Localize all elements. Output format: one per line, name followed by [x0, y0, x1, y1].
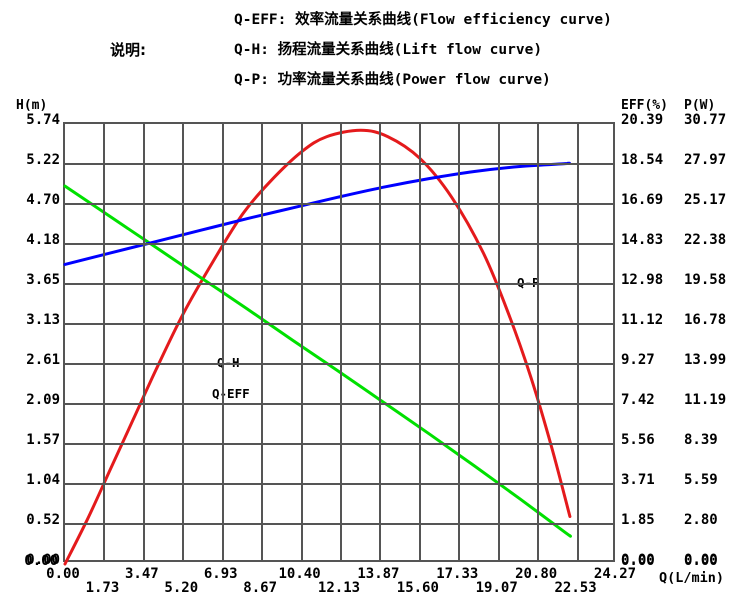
y-axis-left-tick-label: 0.52 — [26, 512, 60, 528]
gridline-horizontal — [65, 363, 613, 365]
y-axis-right-power-tick-label: 30.77 — [684, 112, 727, 128]
gridline-vertical — [340, 124, 342, 560]
gridline-vertical — [418, 124, 421, 560]
y-axis-right-efficiency-tick-label: 1.85 — [621, 512, 655, 528]
x-axis-tick-label: 0.00 — [46, 566, 80, 582]
x-axis-tick-label: 15.60 — [396, 580, 439, 596]
right-axis-title-efficiency: EFF(%) — [621, 98, 668, 113]
right-axis-title-power: P(W) — [684, 98, 716, 113]
curve-label-q-eff: Q-EFF — [212, 386, 250, 401]
curve-label-q-p: Q-P — [517, 275, 540, 290]
curve-q-eff — [63, 128, 572, 566]
x-axis-tick-label: 20.80 — [515, 566, 558, 582]
gridline-vertical — [103, 124, 106, 560]
y-axis-right-power-tick-label: 5.59 — [684, 472, 718, 488]
legend-title: 说明: — [110, 41, 146, 59]
x-axis-tick-label: 1.73 — [85, 580, 120, 596]
legend-item-q-eff: Q-EFF: 效率流量关系曲线(Flow efficiency curve) — [234, 12, 612, 28]
legend-item-q-h: Q-H: 扬程流量关系曲线(Lift flow curve) — [234, 42, 543, 58]
gridline-vertical — [261, 124, 264, 560]
y-axis-right-efficiency-tick-label: 20.39 — [621, 112, 664, 128]
x-axis-tick-label: 17.33 — [436, 566, 479, 582]
y-axis-right-efficiency-tick-label: 0.00 — [621, 552, 655, 568]
left-axis-title: H(m) — [16, 98, 48, 113]
gridline-vertical — [221, 124, 224, 560]
y-axis-left-tick-label: 2.61 — [26, 352, 60, 368]
y-axis-right-power-tick-label: 27.97 — [684, 152, 727, 168]
x-axis-tick-label: 10.40 — [278, 566, 321, 582]
x-axis-origin-label-eff: 0.00 — [621, 553, 655, 569]
y-axis-left-tick-label: 2.09 — [26, 392, 60, 408]
y-axis-right-power-tick-label: 11.19 — [684, 392, 727, 408]
y-axis-left-tick-label: 4.70 — [26, 192, 60, 208]
gridline-vertical — [300, 124, 303, 560]
y-axis-right-efficiency-tick-label: 7.42 — [621, 392, 655, 408]
gridline-vertical — [458, 124, 461, 560]
x-axis-origin-label-power: 0.00 — [684, 553, 718, 569]
y-axis-right-efficiency-tick-label: 18.54 — [621, 152, 664, 168]
gridline-horizontal — [65, 163, 613, 165]
y-axis-right-power-tick-label: 22.38 — [684, 232, 727, 248]
legend-item-q-p: Q-P: 功率流量关系曲线(Power flow curve) — [234, 72, 551, 88]
x-axis-tick-label: 12.13 — [317, 580, 361, 596]
y-axis-right-efficiency-tick-label: 3.71 — [621, 472, 655, 488]
gridline-horizontal — [65, 443, 613, 445]
x-axis-tick-label: 3.47 — [124, 566, 159, 582]
x-axis-tick-label: 5.20 — [164, 580, 199, 596]
y-axis-left-tick-label: 0.00 — [26, 552, 60, 568]
chart-plot-area: Q-H Q-EFF Q-P — [63, 122, 615, 566]
y-axis-right-power-tick-label: 16.78 — [684, 312, 727, 328]
x-axis-tick-label: 13.87 — [357, 566, 400, 582]
x-axis-tick-label: 22.53 — [554, 580, 597, 596]
y-axis-right-efficiency-tick-label: 11.12 — [621, 312, 664, 328]
y-axis-left-tick-label: 4.18 — [26, 232, 60, 248]
gridline-vertical — [576, 124, 579, 560]
x-axis-tick-label: 19.07 — [475, 580, 518, 596]
curve-q-h — [63, 184, 572, 538]
gridline-horizontal — [65, 243, 613, 245]
gridline-horizontal — [65, 283, 613, 285]
y-axis-right-efficiency-tick-label: 16.69 — [621, 192, 664, 208]
y-axis-left-tick-label: 3.13 — [26, 312, 60, 328]
x-axis-tick-label: 24.27 — [593, 566, 637, 582]
gridline-horizontal — [65, 523, 613, 525]
y-axis-right-power-tick-label: 0.00 — [684, 552, 718, 568]
y-axis-left-tick-label: 1.04 — [26, 472, 60, 488]
y-axis-right-efficiency-tick-label: 5.56 — [621, 432, 655, 448]
chart-curves — [63, 128, 572, 566]
gridline-horizontal — [65, 323, 613, 325]
y-axis-right-power-tick-label: 25.17 — [684, 192, 727, 208]
gridline-vertical — [537, 124, 540, 560]
y-axis-right-efficiency-tick-label: 12.98 — [621, 272, 664, 288]
y-axis-left-tick-label: 5.74 — [26, 112, 60, 128]
y-axis-right-power-tick-label: 8.39 — [684, 432, 718, 448]
y-axis-left-tick-labels: 5.74 5.22 4.70 4.18 3.65 3.13 2.61 2.09 1.57 1.04… — [0, 0, 60, 606]
gridline-vertical — [142, 124, 145, 560]
y-axis-right-efficiency-tick-label: 14.83 — [621, 232, 664, 248]
gridline-horizontal — [65, 403, 613, 405]
y-axis-right-power-tick-label: 19.58 — [684, 272, 727, 288]
x-axis-tick-label: 8.67 — [243, 580, 277, 596]
gridline-vertical — [379, 124, 382, 560]
y-axis-left-tick-label: 5.22 — [26, 152, 60, 168]
x-axis-title: Q(L/min) — [659, 570, 725, 586]
y-axis-right-efficiency-tick-labels: 20.39 18.54 16.69 14.83 12.98 11.12 9.27 7.42 5.… — [621, 0, 679, 606]
y-axis-left-tick-label: 3.65 — [26, 272, 60, 288]
legend-block: 说明: Q-EFF: 效率流量关系曲线(Flow efficiency curv… — [0, 0, 740, 96]
gridline-vertical — [497, 124, 500, 560]
y-axis-right-efficiency-tick-label: 9.27 — [621, 352, 655, 368]
curve-q-p — [63, 161, 571, 266]
y-axis-right-power-tick-labels: 30.77 27.97 25.17 22.38 19.58 16.78 13.99 11.19… — [684, 0, 740, 606]
gridline-vertical — [182, 124, 185, 560]
y-axis-left-tick-label: 1.57 — [26, 432, 60, 448]
x-axis-origin-label-left: 0.00 — [24, 553, 58, 569]
x-axis-tick-label: 6.93 — [203, 566, 238, 582]
gridline-horizontal — [65, 203, 613, 205]
y-axis-right-power-tick-label: 13.99 — [684, 352, 727, 368]
y-axis-right-power-tick-label: 2.80 — [684, 512, 718, 528]
gridline-horizontal — [65, 483, 613, 485]
